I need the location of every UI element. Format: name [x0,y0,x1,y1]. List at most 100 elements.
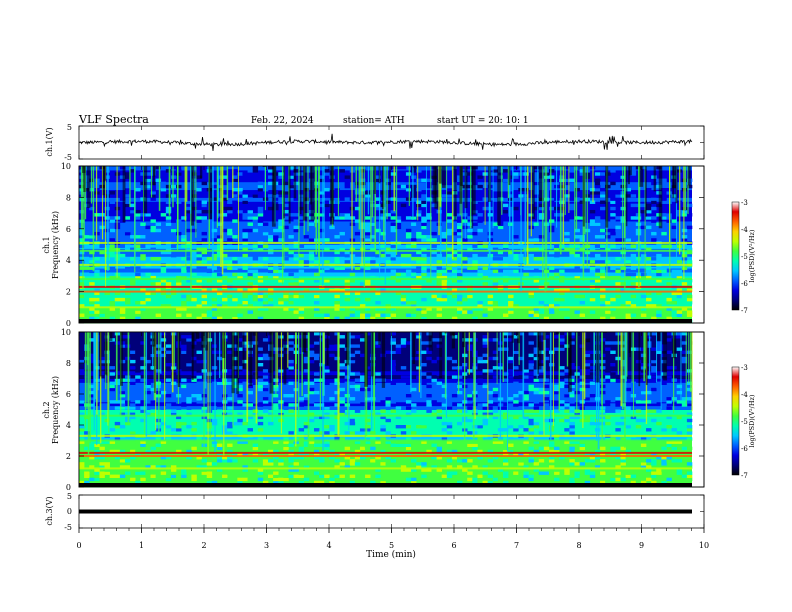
spectrogram-cell [145,471,151,475]
spectrogram-cell [502,178,509,182]
spectrogram-cell [170,228,177,233]
spectrogram-cell [222,384,228,389]
spectrogram-cell [600,235,606,239]
spectrogram-cell [135,257,141,261]
spectrogram-cell [630,206,637,211]
spectrogram-cell [686,462,693,466]
spectrogram-cell [548,375,555,379]
spectrogram-cell [436,307,442,311]
spectrogram-band [79,295,692,300]
spectrogram-cell [201,231,208,236]
spectrogram-dark-gap [657,332,661,341]
spectrogram-cell [497,231,504,236]
spectrogram-cell [359,353,366,358]
spectrogram-cell [640,225,647,230]
spectrogram-cell [170,412,177,416]
spectrogram-dark-gap [231,332,235,394]
spectrogram-cell [232,194,238,198]
spectrogram-cell [324,307,330,311]
spectrogram-dark-gap [639,166,644,187]
spectrogram-cell [257,353,264,358]
spectrogram-cell [201,266,208,270]
sferic-line [552,332,554,427]
spectrogram-cell [589,253,596,258]
spectrogram-cell [150,282,156,286]
spectrogram-cell [436,418,442,423]
spectrogram-cell [344,175,351,179]
spectrogram-cell [482,244,488,248]
spectrogram-cell [646,209,652,214]
station-label: station= ATH [343,116,405,126]
sferic-line [87,332,90,456]
sferic-line [93,332,95,416]
spectrogram-cell [421,310,427,314]
sferic-line [318,166,319,258]
spectrogram-cell [375,197,381,201]
sferic-line [502,332,504,383]
sferic-line [204,332,207,389]
spectrogram-cell [467,294,473,299]
spectrogram-cell [268,247,274,252]
spectrogram-cell [298,291,305,296]
spectrogram-cell [492,269,499,274]
spectrogram-cell [513,465,519,469]
spectrogram-cell [400,366,407,370]
spectrogram-cell [237,431,243,435]
spectrogram-cell [262,353,269,358]
spectrogram-cell [140,260,146,264]
ch1-ytick-bottom: -5 [64,153,72,162]
spectrogram-cell [257,363,264,367]
spectrogram-cell [155,474,162,478]
spectrogram-cell [89,468,95,472]
spectrogram-cell [298,335,305,339]
spectrogram-cell [400,465,407,469]
spectrogram-cell [416,213,422,217]
sferic-line [568,166,570,213]
spectrogram-cell [400,301,407,305]
spectrogram-cell [630,178,637,182]
spectrogram-cell [196,253,202,258]
spectrogram-cell [283,191,289,195]
spectrogram-cell [477,272,483,277]
spectrogram-cell [615,313,621,318]
spectrogram-cell [344,316,351,321]
freq-tick-label: 2 [66,288,71,297]
spectrogram-cell [686,412,693,416]
spectrogram-cell [646,225,652,230]
spectrogram-cell [651,462,657,466]
spectrogram-cell [559,366,565,370]
spectrogram-cell [538,266,545,270]
sferic-line [338,332,340,437]
spectrogram-cell [400,272,407,277]
spectrogram-cell [462,462,468,466]
spectrogram-cell [405,313,412,318]
spectrogram-cell [349,480,356,485]
spectrogram-cell [431,412,437,416]
spectrogram-cell [216,446,223,451]
spectrogram-cell [416,178,422,182]
spectrogram-cell [574,415,580,420]
spectrogram-cell [79,375,85,379]
spectrogram-cell [227,431,233,435]
spectrogram-cell [431,266,437,270]
spectrogram-cell [656,381,662,385]
spectrogram-cell [441,235,448,239]
spectrogram-cell [354,462,361,466]
spectrogram-cell [589,222,596,226]
sferic-line [425,166,427,222]
freq-tick-label: 0 [66,319,71,328]
spectrogram-cell [186,266,192,270]
spectrogram-cell [257,384,264,389]
spectrogram-cell [334,200,340,204]
spectrogram-cell [559,244,565,248]
spectrogram-cell [293,291,299,296]
spectrogram-cell [482,304,488,308]
spectrogram-cell [329,428,335,432]
spectrogram-cell [84,474,90,478]
spectrogram-cell [446,266,453,270]
spectrogram-cell [252,219,259,223]
spectrogram-cell [431,456,437,460]
spectrogram-cell [431,225,437,230]
spectrogram-cell [620,313,626,318]
spectrogram-cell [160,213,167,217]
